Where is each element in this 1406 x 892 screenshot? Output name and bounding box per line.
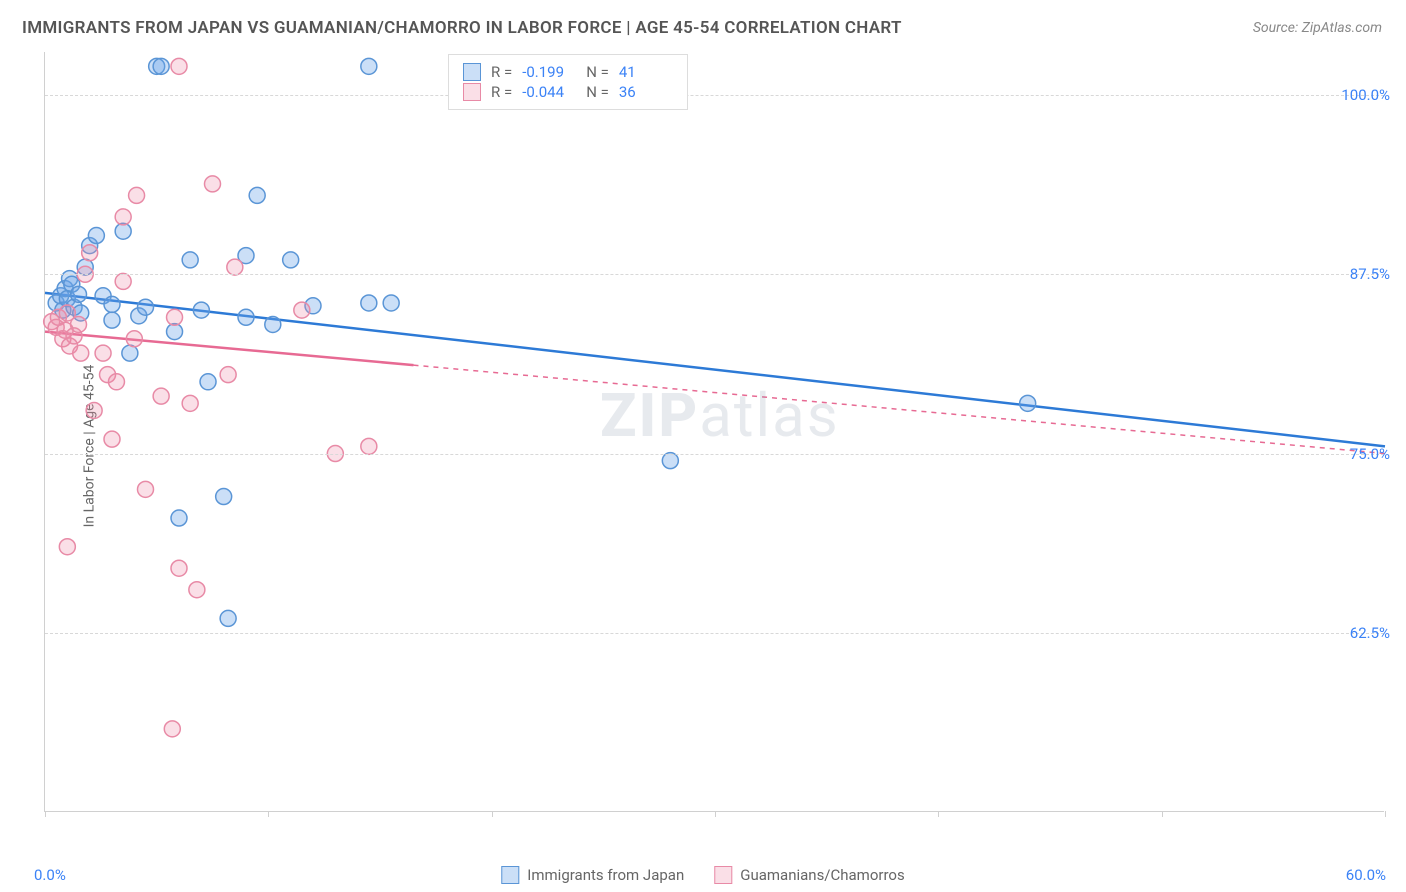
x-tick-label: 60.0% (1346, 866, 1386, 884)
source-attribution: Source: ZipAtlas.com (1253, 20, 1382, 36)
y-tick-label: 87.5% (1350, 265, 1390, 283)
r-value-guam: -0.044 (522, 83, 576, 101)
y-tick-label: 75.0% (1350, 445, 1390, 463)
r-label: R = (491, 63, 512, 81)
legend-label-japan: Immigrants from Japan (527, 866, 684, 884)
r-value-japan: -0.199 (522, 63, 576, 81)
plot-area (44, 52, 1384, 812)
legend-item-guam: Guamanians/Chamorros (714, 866, 904, 884)
legend-label-guam: Guamanians/Chamorros (740, 866, 904, 884)
swatch-guam-bottom (714, 866, 732, 884)
legend-item-japan: Immigrants from Japan (501, 866, 684, 884)
n-label: N = (586, 83, 609, 101)
swatch-guam (463, 83, 481, 101)
n-label: N = (586, 63, 609, 81)
chart-title: IMMIGRANTS FROM JAPAN VS GUAMANIAN/CHAMO… (22, 18, 902, 38)
legend-row-guam: R = -0.044 N = 36 (463, 83, 673, 101)
r-label: R = (491, 83, 512, 101)
series-legend: Immigrants from Japan Guamanians/Chamorr… (501, 866, 904, 884)
chart-svg (45, 52, 1384, 811)
swatch-japan-bottom (501, 866, 519, 884)
y-tick-label: 100.0% (1341, 86, 1390, 104)
y-tick-label: 62.5% (1350, 624, 1390, 642)
correlation-legend: R = -0.199 N = 41 R = -0.044 N = 36 (448, 54, 688, 110)
n-value-japan: 41 (619, 63, 673, 81)
swatch-japan (463, 63, 481, 81)
n-value-guam: 36 (619, 83, 673, 101)
x-tick-label: 0.0% (34, 866, 66, 884)
legend-row-japan: R = -0.199 N = 41 (463, 63, 673, 81)
